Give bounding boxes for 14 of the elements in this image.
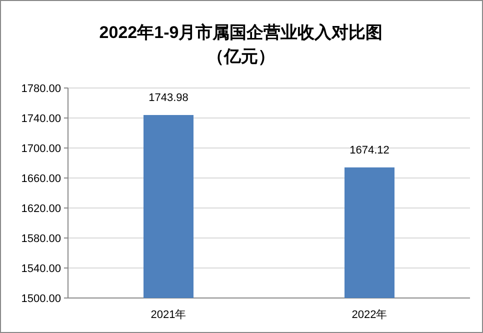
y-tick-label: 1500.00: [21, 293, 61, 305]
chart-title: 2022年1-9月市属国企营业收入对比图: [99, 23, 383, 42]
y-tick-label: 1580.00: [21, 233, 61, 245]
y-tick-label: 1740.00: [21, 113, 61, 125]
y-tick-label: 1780.00: [21, 83, 61, 95]
x-tick-label: 2021年: [150, 309, 186, 321]
chart-subtitle: （亿元）: [207, 47, 275, 66]
y-tick-label: 1540.00: [21, 263, 61, 275]
data-label: 1674.12: [350, 144, 390, 156]
x-tick-label: 2022年: [352, 309, 388, 321]
y-tick-label: 1700.00: [21, 143, 61, 155]
data-label: 1743.98: [148, 92, 188, 104]
y-tick-label: 1620.00: [21, 203, 61, 215]
y-tick-label: 1660.00: [21, 173, 61, 185]
